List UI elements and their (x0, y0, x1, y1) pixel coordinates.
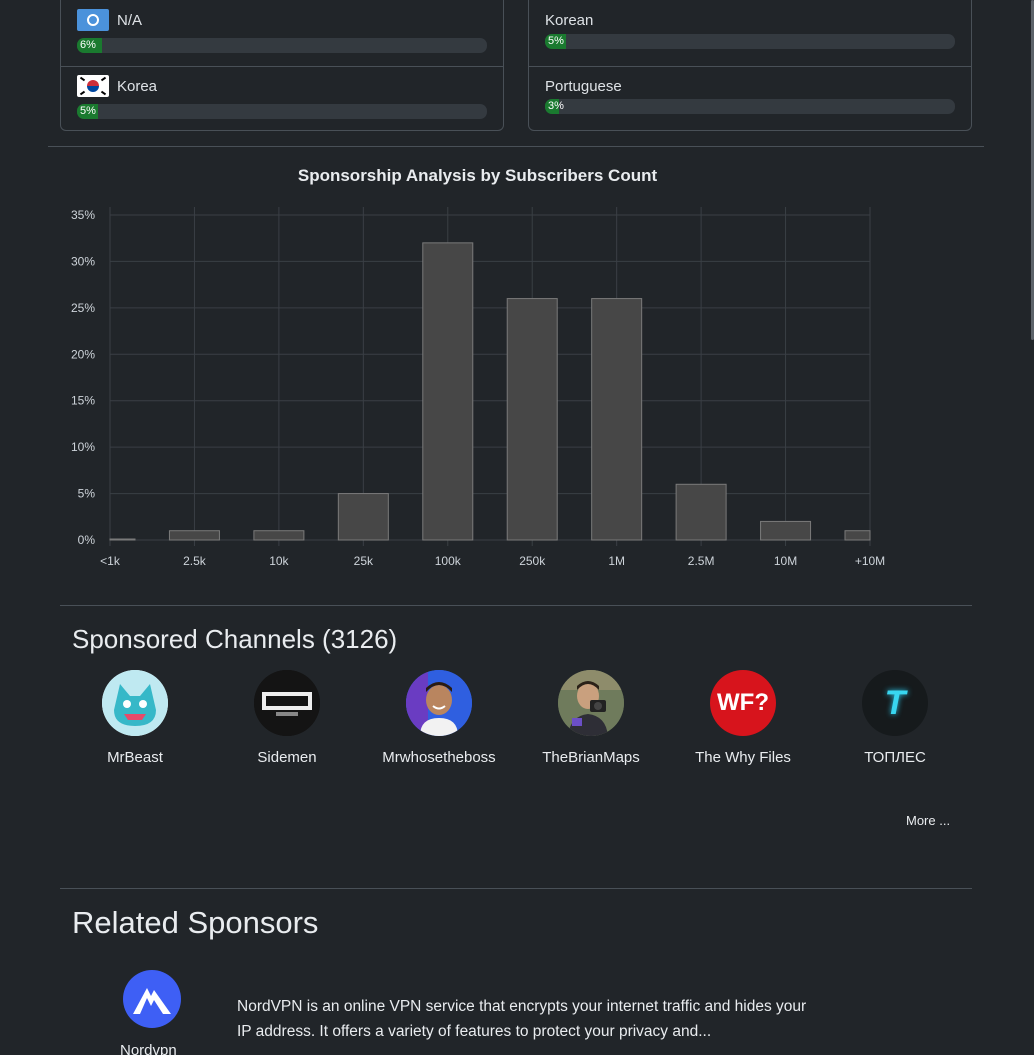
toples-logo-text: T (884, 683, 906, 722)
scrollbar[interactable] (1031, 0, 1034, 340)
language-label: Portuguese (545, 78, 622, 95)
chart-bar (253, 530, 305, 541)
south-korea-flag-icon (77, 75, 109, 97)
un-flag-icon (77, 9, 109, 31)
country-row-korea: Korea 5% (61, 66, 503, 130)
country-progress-bar: 5% (77, 104, 487, 119)
languages-card: Korean 5% Portuguese 3% (528, 0, 972, 131)
channel-mrwhosetheboss[interactable]: Mrwhosetheboss (364, 670, 514, 766)
channel-the-why-files[interactable]: WF? The Why Files (668, 670, 818, 766)
related-sponsors-title: Related Sponsors (72, 905, 319, 940)
y-tick-label: 30% (71, 254, 95, 268)
y-tick-label: 20% (71, 347, 95, 361)
chart-bar (844, 530, 871, 541)
toples-avatar: T (862, 670, 928, 736)
country-label: Korea (117, 78, 158, 95)
language-progress-bar: 3% (545, 99, 955, 114)
the-why-files-avatar: WF? (710, 670, 776, 736)
divider (60, 888, 972, 889)
x-tick-label: <1k (100, 554, 121, 568)
x-tick-label: 2.5M (688, 554, 715, 568)
sidemen-avatar (254, 670, 320, 736)
chart-bar (422, 242, 474, 541)
x-tick-label: +10M (855, 554, 885, 568)
chart-title: Sponsorship Analysis by Subscribers Coun… (297, 166, 658, 185)
chart-bar (109, 538, 136, 541)
x-tick-label: 25k (354, 554, 374, 568)
chart-bar (675, 483, 727, 541)
language-row-korean: Korean 5% (529, 0, 971, 56)
country-label: N/A (117, 12, 143, 29)
progress-fill: 5% (545, 34, 566, 49)
country-progress-bar: 6% (77, 38, 487, 53)
channel-name: MrBeast (107, 749, 163, 766)
chart-bar (760, 520, 812, 541)
country-row-na: N/A 6% (61, 0, 503, 56)
sponsor-description: NordVPN is an online VPN service that en… (237, 998, 807, 1040)
x-tick-label: 2.5k (183, 554, 207, 568)
progress-fill: 3% (545, 99, 564, 114)
y-tick-label: 25% (71, 301, 95, 315)
language-progress-bar: 5% (545, 34, 955, 49)
x-tick-label: 10k (269, 554, 289, 568)
chart-bar (506, 298, 558, 541)
y-tick-label: 35% (71, 208, 95, 222)
channel-name: Sidemen (257, 749, 317, 766)
divider (48, 146, 984, 147)
language-label: Korean (545, 12, 594, 29)
sponsor-name[interactable]: Nordvpn (120, 1042, 177, 1055)
x-tick-label: 1M (608, 554, 625, 568)
channel-name: Mrwhosetheboss (382, 749, 496, 766)
thebrianmaps-avatar (558, 670, 624, 736)
mrbeast-avatar (102, 670, 168, 736)
chart-bar (337, 493, 389, 541)
channel-name: ТОПЛЕС (864, 749, 926, 766)
x-tick-label: 250k (519, 554, 546, 568)
y-tick-label: 15% (71, 394, 95, 408)
more-channels-link[interactable]: More ... (906, 813, 951, 828)
nordvpn-logo-icon[interactable] (123, 970, 181, 1028)
channel-toples[interactable]: T ТОПЛЕС (820, 670, 970, 766)
y-tick-label: 5% (78, 487, 96, 501)
progress-fill: 6% (77, 38, 102, 53)
x-tick-label: 10M (774, 554, 797, 568)
channel-sidemen[interactable]: Sidemen (212, 670, 362, 766)
divider (60, 605, 972, 606)
progress-fill: 5% (77, 104, 98, 119)
channel-mrbeast[interactable]: MrBeast (60, 670, 210, 766)
sponsored-channels-title: Sponsored Channels (3126) (72, 624, 398, 654)
language-row-portuguese: Portuguese 3% (529, 66, 971, 130)
why-files-logo-text: WF? (717, 689, 769, 716)
channel-thebrianmaps[interactable]: TheBrianMaps (516, 670, 666, 766)
chart-bar (168, 530, 220, 541)
y-tick-label: 0% (78, 533, 96, 547)
y-tick-label: 10% (71, 440, 95, 454)
mrwhosetheboss-avatar (406, 670, 472, 736)
countries-card: N/A 6% Korea 5% (60, 0, 504, 131)
subscribers-bar-chart: 0% 5% 10% 15% 20% 25% 30% 35% <1k 2.5k 10k 25k 100k 2… (71, 207, 885, 568)
channel-name: TheBrianMaps (542, 749, 640, 766)
channel-name: The Why Files (695, 749, 791, 766)
x-tick-label: 100k (435, 554, 462, 568)
chart-bar (591, 298, 643, 541)
